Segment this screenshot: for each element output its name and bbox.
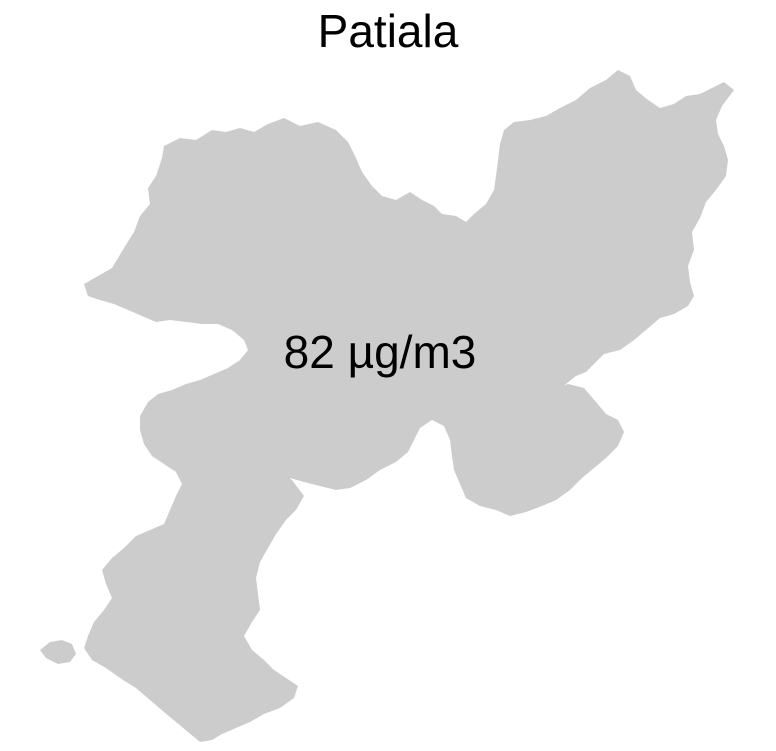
district-islet <box>40 640 76 664</box>
pollution-value-label: 82 µg/m3 <box>283 326 477 378</box>
district-region <box>84 70 734 742</box>
map-title: Patiala <box>317 5 459 57</box>
